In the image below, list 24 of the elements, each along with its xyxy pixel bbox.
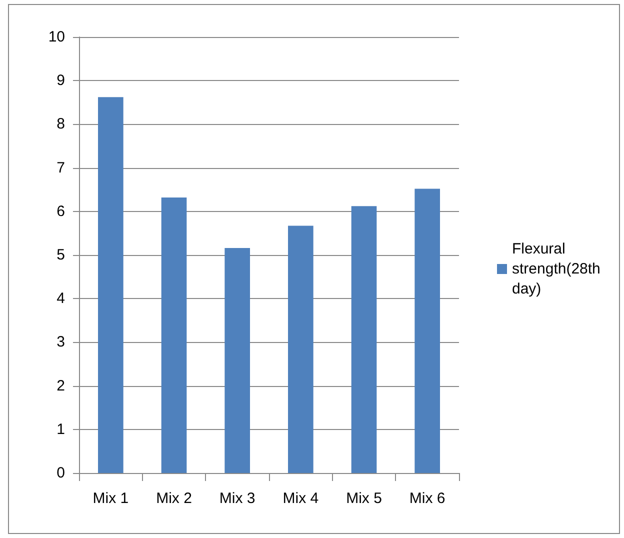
y-tick-label: 9 (56, 72, 65, 90)
y-tick-label: 6 (56, 202, 65, 220)
bar (98, 97, 124, 473)
x-tick-label: Mix 1 (92, 490, 129, 507)
x-tick-label: Mix 3 (219, 490, 256, 507)
bar (288, 226, 314, 473)
y-tick-label: 7 (56, 159, 65, 176)
bar (414, 188, 440, 473)
y-tick-label: 8 (56, 116, 65, 133)
y-tick-label: 4 (56, 290, 65, 308)
x-tick-label: Mix 4 (282, 490, 319, 507)
y-tick-label: 10 (48, 28, 65, 46)
bar (161, 197, 187, 473)
x-tick-label: Mix 5 (346, 490, 382, 507)
y-tick-label: 2 (56, 377, 65, 394)
y-tick-label: 5 (56, 246, 65, 264)
y-tick-label: 0 (56, 464, 65, 482)
bar (224, 248, 250, 473)
y-tick-label: 1 (56, 420, 65, 438)
x-tick-label: Mix 2 (156, 490, 192, 507)
y-tick-label: 3 (56, 334, 65, 351)
legend-label: Flexural strength(28th day) (512, 240, 605, 298)
x-tick-label: Mix 6 (409, 490, 446, 507)
bar (351, 206, 377, 473)
